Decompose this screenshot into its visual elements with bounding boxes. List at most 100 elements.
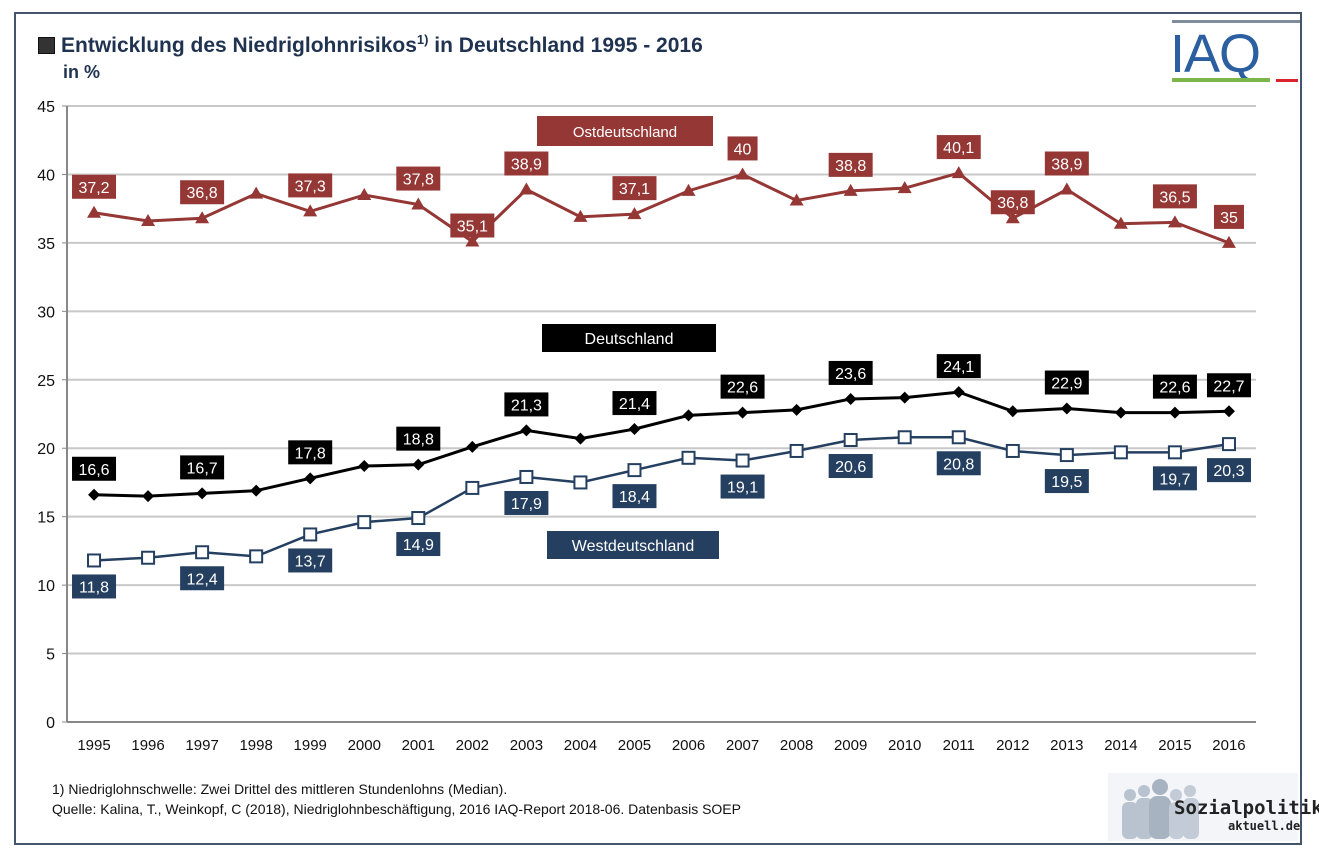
data-label-box — [180, 180, 225, 205]
data-label-box — [180, 455, 225, 480]
data-label-box — [720, 374, 765, 399]
x-tick-label: 2007 — [726, 737, 759, 754]
data-point-diamond — [412, 458, 425, 471]
series-ostdeutschland: 37,2 36,8 37,3 37,8 35,1 38,9 37,1 40 38,8 40,1 36… — [72, 135, 1244, 248]
data-point-square — [249, 549, 264, 564]
data-label: 38,8 — [835, 158, 866, 175]
data-label-box — [828, 360, 873, 385]
data-point-diamond — [1222, 405, 1235, 418]
data-label-box — [1152, 466, 1197, 491]
data-point-square — [465, 480, 480, 495]
data-label: 11,8 — [79, 579, 109, 596]
x-tick-label: 2015 — [1158, 737, 1191, 754]
data-point-square — [1221, 437, 1236, 452]
legend-text: Ostdeutschland — [573, 124, 677, 141]
data-point-square — [897, 430, 912, 445]
data-label: 19,1 — [727, 480, 758, 497]
y-tick-label: 35 — [37, 236, 55, 253]
data-label-box — [1152, 374, 1197, 399]
logo-text: IAQ — [1170, 24, 1261, 84]
data-point-square — [87, 553, 102, 568]
y-tick-label: 10 — [37, 578, 55, 595]
data-label-box — [1152, 184, 1197, 209]
data-label: 38,9 — [511, 157, 542, 174]
data-point-diamond — [574, 432, 587, 445]
data-label: 40,1 — [943, 140, 974, 157]
data-point-diamond — [736, 406, 749, 419]
y-tick-label: 45 — [37, 99, 55, 116]
x-tick-label: 2001 — [402, 737, 435, 754]
series-westdeutschland: 11,8 12,4 13,7 14,9 17,9 18,4 19,1 20,6 20,8 19,5… — [72, 430, 1251, 599]
x-tick-label: 2012 — [996, 737, 1029, 754]
logo-name: Sozialpolitik- — [1174, 797, 1319, 819]
data-label: 22,6 — [1159, 380, 1190, 397]
data-point-triangle — [357, 187, 372, 200]
data-point-diamond — [196, 487, 209, 500]
data-point-diamond — [88, 488, 101, 501]
data-point-triangle — [195, 211, 210, 224]
data-point-triangle — [1167, 215, 1182, 228]
x-tick-label: 2004 — [564, 737, 597, 754]
legend-text: Westdeutschland — [572, 538, 694, 555]
data-label-box — [828, 152, 873, 177]
data-label: 21,4 — [619, 396, 650, 413]
x-tick-label: 2009 — [834, 737, 867, 754]
data-label-box — [504, 392, 549, 417]
data-point-triangle — [789, 193, 804, 206]
data-point-triangle — [951, 166, 966, 179]
data-label-box — [1206, 458, 1251, 483]
x-tick-label: 1996 — [131, 737, 164, 754]
x-tick-label: 2013 — [1050, 737, 1083, 754]
data-label-box — [396, 426, 441, 451]
data-label: 36,8 — [997, 195, 1028, 212]
data-point-square — [951, 430, 966, 445]
data-label: 20,6 — [835, 459, 866, 476]
data-point-square — [735, 453, 750, 468]
source-text: Quelle: Kalina, T., Weinkopf, C (2018), … — [52, 801, 741, 817]
title-suffix: in Deutschland 1995 - 2016 — [428, 34, 703, 57]
data-point-triangle — [1059, 182, 1074, 195]
chart-frame — [14, 12, 1302, 845]
data-label-box — [1044, 370, 1089, 395]
data-label: 17,9 — [511, 496, 542, 513]
title-text: Entwicklung des Niedriglohnrisikos — [61, 34, 417, 57]
data-label: 12,4 — [187, 571, 218, 588]
data-point-diamond — [682, 409, 695, 422]
data-point-triangle — [1113, 216, 1128, 229]
data-point-square — [573, 475, 588, 490]
data-point-diamond — [1168, 406, 1181, 419]
logo-bar-red — [1276, 79, 1298, 82]
data-label: 16,6 — [78, 462, 109, 479]
data-label-box — [1044, 469, 1089, 494]
data-label: 40 — [734, 141, 752, 158]
data-label-box — [990, 190, 1035, 215]
data-point-triangle — [87, 205, 102, 218]
data-point-triangle — [519, 182, 534, 195]
data-label: 37,3 — [295, 178, 326, 195]
data-label-box — [727, 136, 758, 161]
data-point-diamond — [358, 460, 371, 473]
data-label-box — [612, 484, 657, 509]
data-label: 14,9 — [403, 537, 434, 554]
data-point-diamond — [952, 386, 965, 399]
data-label: 37,2 — [78, 180, 109, 197]
title-bullet-icon — [38, 37, 55, 55]
y-tick-label: 15 — [37, 510, 55, 527]
legend-box — [537, 116, 713, 146]
data-label: 23,6 — [835, 366, 866, 383]
y-tick-label: 5 — [46, 647, 55, 664]
data-point-square — [627, 463, 642, 478]
data-label-box — [72, 174, 117, 199]
x-tick-label: 1998 — [239, 737, 272, 754]
y-tick-label: 40 — [37, 167, 55, 184]
iaq-logo: IAQ — [1170, 18, 1300, 84]
data-label-box — [1206, 373, 1251, 398]
data-label-box — [396, 166, 441, 191]
data-point-triangle — [303, 204, 318, 217]
x-tick-label: 2003 — [510, 737, 543, 754]
data-label-box — [504, 151, 549, 176]
logo-subname: aktuell.de — [1228, 819, 1301, 833]
data-label: 16,7 — [187, 460, 218, 477]
data-label: 22,7 — [1213, 378, 1244, 395]
x-tick-label: 2006 — [672, 737, 705, 754]
